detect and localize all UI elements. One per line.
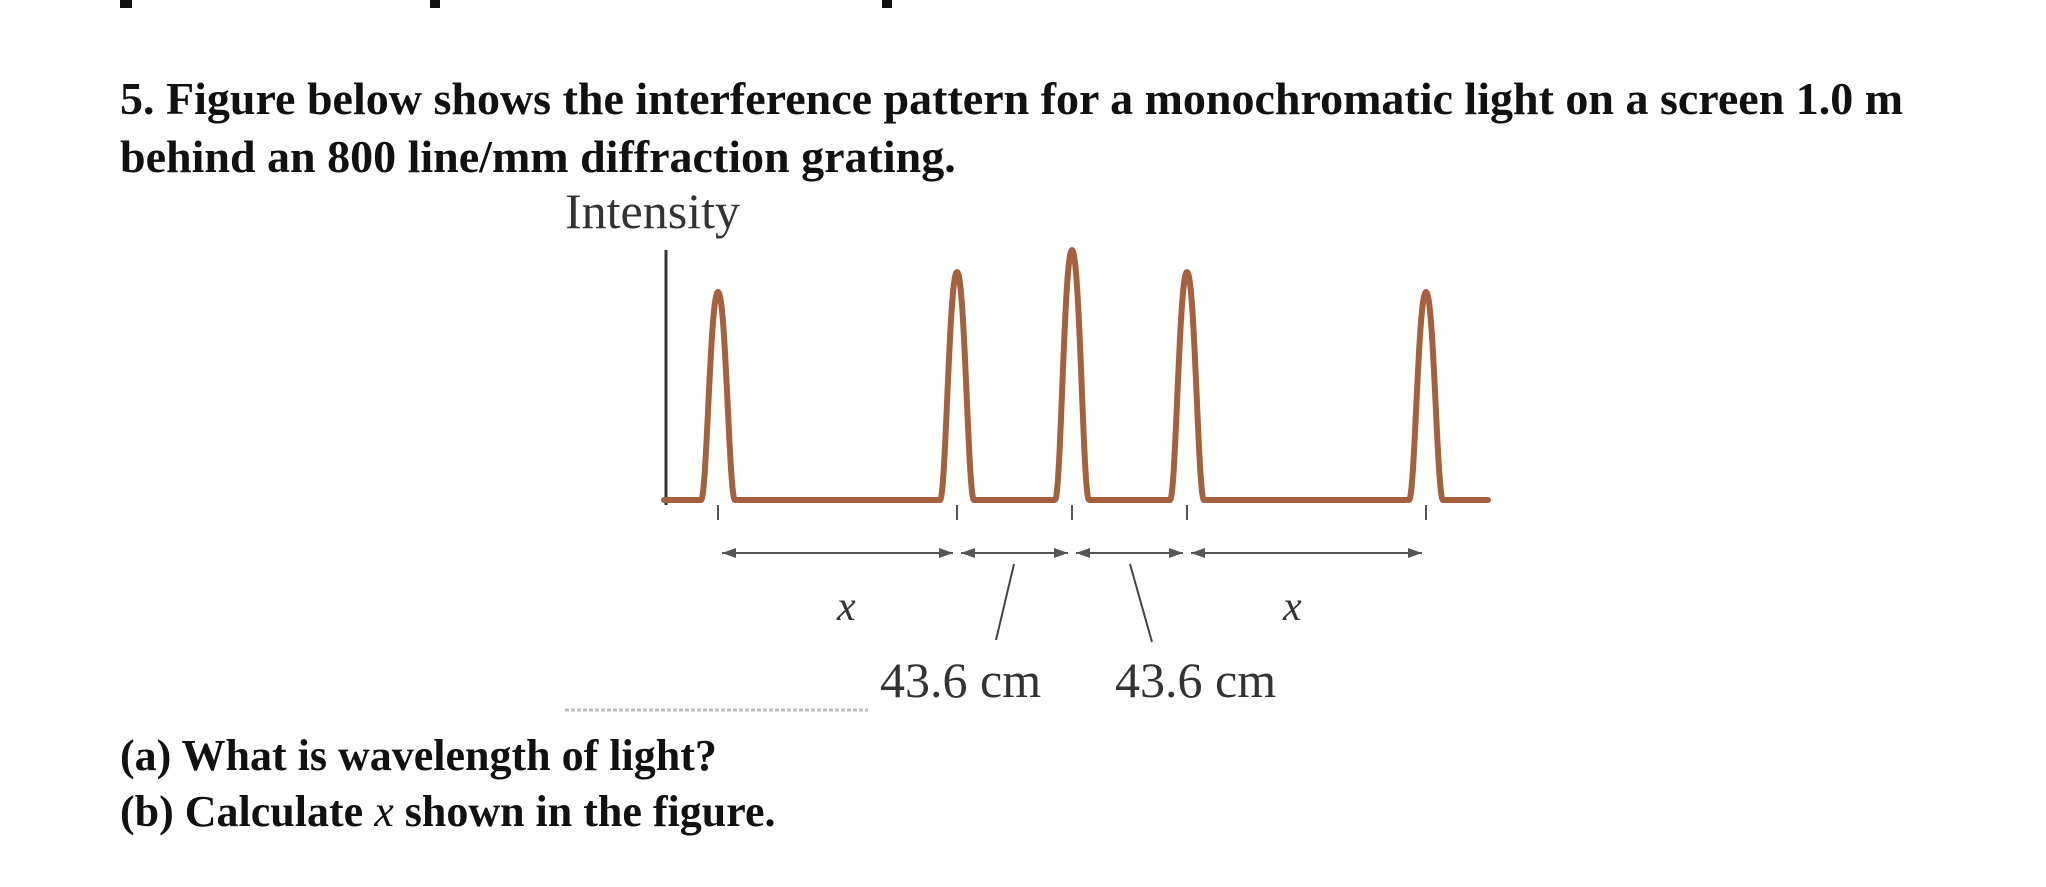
- x-label-right: x: [1282, 584, 1302, 630]
- arrowhead: [1054, 548, 1068, 558]
- part-b-variable: x: [374, 787, 394, 836]
- arrowhead: [1076, 548, 1090, 558]
- previous-line-fragment: [882, 0, 892, 8]
- screen-tick-marks: [717, 505, 1427, 520]
- pointer-line-right: [1129, 563, 1153, 643]
- question-statement: 5. Figure below shows the interference p…: [120, 70, 1980, 186]
- part-b-label: (b): [120, 787, 174, 836]
- part-a-text: What is wavelength of light?: [181, 731, 717, 780]
- arrowhead: [1169, 548, 1183, 558]
- previous-line-fragment: [430, 0, 440, 8]
- pointer-line-left: [995, 563, 1015, 641]
- arrowhead: [961, 548, 975, 558]
- arrowhead: [1191, 548, 1205, 558]
- distance-arrows: [722, 548, 1422, 558]
- part-a-label: (a): [120, 731, 172, 780]
- intensity-axis-label: Intensity: [565, 183, 740, 239]
- part-b-text-before: Calculate: [184, 787, 364, 836]
- arrowhead: [939, 548, 953, 558]
- spacing-label-left: 43.6 cm: [880, 652, 1041, 708]
- part-b-text-after: shown in the figure.: [404, 787, 776, 836]
- question-number: 5.: [120, 73, 155, 124]
- spacing-label-right: 43.6 cm: [1115, 652, 1276, 708]
- previous-line-fragment: [120, 0, 132, 8]
- arrowhead: [722, 548, 736, 558]
- part-a: (a) What is wavelength of light?: [120, 728, 717, 784]
- part-b: (b) Calculate x shown in the figure.: [120, 784, 776, 840]
- question-text: Figure below shows the interference patt…: [120, 73, 1904, 182]
- x-label-left: x: [836, 584, 856, 630]
- arrowhead: [1408, 548, 1422, 558]
- intensity-peaks-curve: [661, 247, 1491, 503]
